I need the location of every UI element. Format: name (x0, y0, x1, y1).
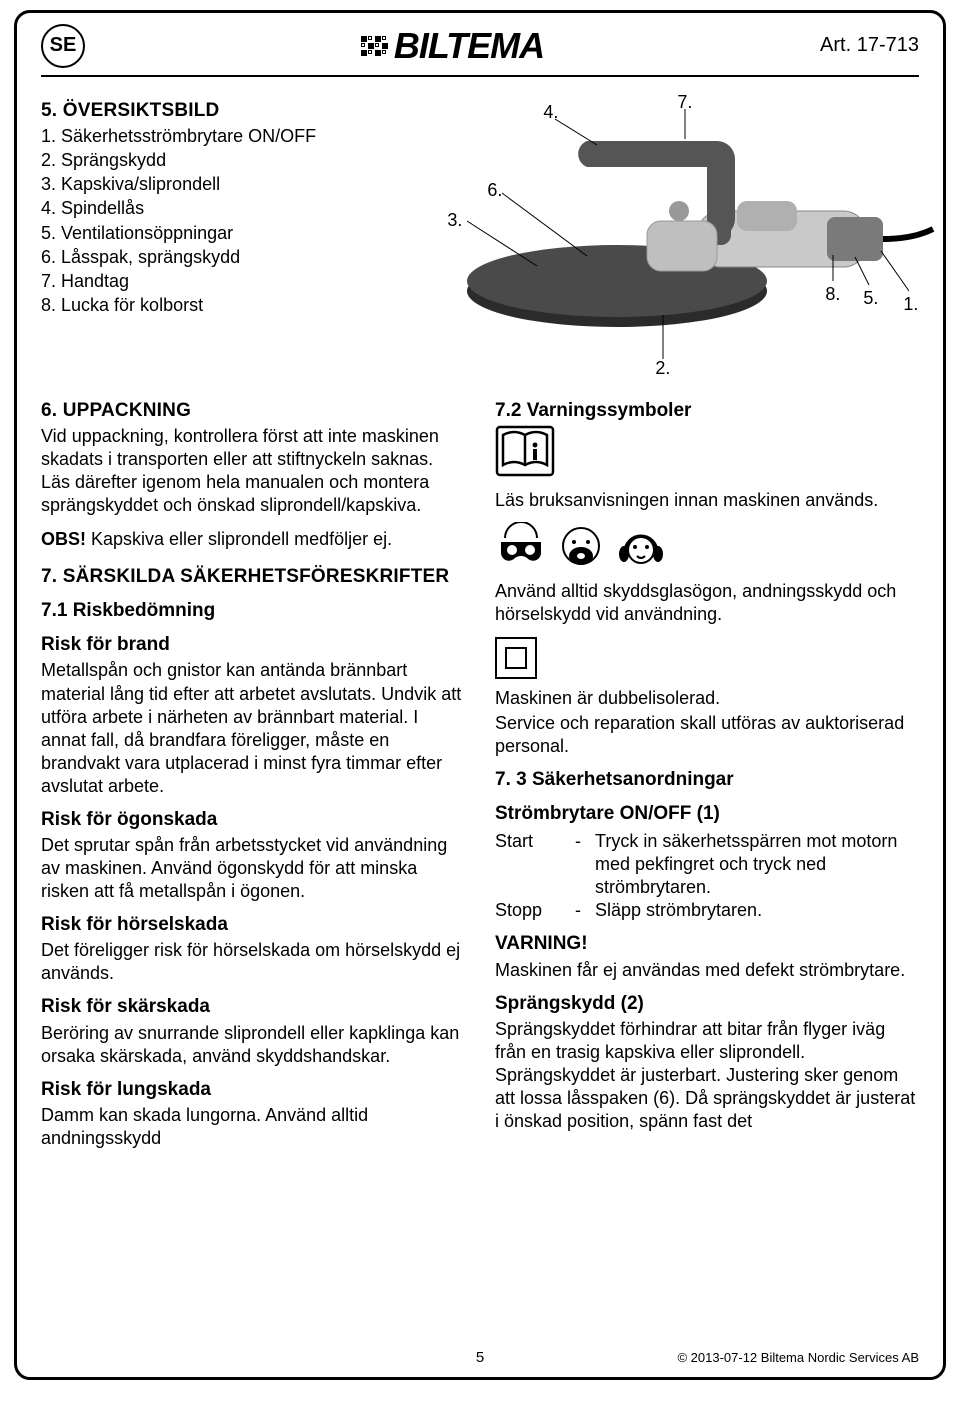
article-number: Art. 17-713 (820, 33, 919, 59)
callout-label-1: 1. (903, 293, 918, 316)
callout-label-2: 2. (655, 357, 670, 380)
switch-heading: Strömbrytare ON/OFF (1) (495, 802, 919, 826)
overview-item: 5. Ventilationsöppningar (41, 222, 419, 245)
language-badge: SE (41, 24, 85, 68)
guard-body: Sprängskyddet förhindrar att bitar från … (495, 1018, 919, 1133)
risk-ear-body: Det föreligger risk för hörselskada om h… (41, 939, 465, 985)
read-manual-icon (495, 425, 555, 477)
overview-item: 2. Sprängskydd (41, 149, 419, 172)
page-header: SE BILTEMA Art. 17-713 (41, 23, 919, 77)
goggles-icon (495, 522, 547, 574)
ppe-text: Använd alltid skyddsglasögon, andningssk… (495, 580, 919, 626)
warning-heading: VARNING! (495, 932, 919, 956)
double-insulation-inner (505, 647, 527, 669)
s73-title: 7. 3 Säkerhetsanordningar (495, 768, 919, 792)
switch-stop-row: Stopp - Släpp strömbrytaren. (495, 899, 919, 922)
double-insulation-icon (495, 637, 537, 679)
page-footer: © 2013-07-12 Biltema Nordic Services AB (17, 1350, 943, 1367)
risk-fire-body: Metallspån och gnistor kan antända bränn… (41, 659, 465, 797)
brand-checker-icon (361, 36, 388, 56)
overview-title: 5. ÖVERSIKTSBILD (41, 99, 419, 123)
s72-title: 7.2 Varningssymboler (495, 399, 919, 423)
start-key: Start (495, 830, 575, 899)
dash: - (575, 899, 595, 922)
start-value: Tryck in säkerhetsspärren mot motorn med… (595, 830, 919, 899)
obs-body: Kapskiva eller sliprondell medföljer ej. (86, 529, 392, 549)
right-column: 7.2 Varningssymboler Läs bruksanvisninge… (495, 391, 919, 1160)
callout-label-8: 8. (825, 283, 840, 306)
product-illustration (437, 91, 937, 371)
callout-label-7: 7. (677, 91, 692, 114)
stop-value: Släpp strömbrytaren. (595, 899, 762, 922)
overview-item: 7. Handtag (41, 270, 419, 293)
ear-protection-icon (615, 522, 667, 574)
s7-title: 7. SÄRSKILDA SÄKERHETSFÖRESKRIFTER (41, 565, 465, 589)
s71-title: 7.1 Riskbedömning (41, 599, 465, 623)
double-ins-text2: Service och reparation skall utföras av … (495, 712, 919, 758)
risk-lung-body: Damm kan skada lungorna. Använd alltid a… (41, 1104, 465, 1150)
risk-ear-heading: Risk för hörselskada (41, 913, 465, 937)
overview-list-block: 5. ÖVERSIKTSBILD 1. Säkerhetsströmbrytar… (41, 91, 419, 371)
page-frame: SE BILTEMA Art. 17-713 5. ÖVERSIKTSBILD … (14, 10, 946, 1380)
switch-start-row: Start - Tryck in säkerhetsspärren mot mo… (495, 830, 919, 899)
overview-item: 6. Låsspak, sprängskydd (41, 246, 419, 269)
risk-eye-heading: Risk för ögonskada (41, 808, 465, 832)
warning-body: Maskinen får ej användas med defekt strö… (495, 959, 919, 982)
risk-eye-body: Det sprutar spån från arbetsstycket vid … (41, 834, 465, 903)
callout-label-3: 3. (447, 209, 462, 232)
product-diagram: 3. 6. 4. 7. 8. 5. 1. 2. (437, 91, 919, 371)
s6-body: Vid uppackning, kontrollera först att in… (41, 425, 465, 517)
callout-label-4: 4. (543, 101, 558, 124)
double-ins-text1: Maskinen är dubbelisolerad. (495, 687, 919, 710)
guard-heading: Sprängskydd (2) (495, 992, 919, 1016)
s6-title: 6. UPPACKNING (41, 399, 465, 423)
overview-item: 4. Spindellås (41, 197, 419, 220)
overview-list: 1. Säkerhetsströmbrytare ON/OFF 2. Sprän… (41, 125, 419, 316)
overview-item: 3. Kapskiva/sliprondell (41, 173, 419, 196)
dash: - (575, 830, 595, 899)
copyright: © 2013-07-12 Biltema Nordic Services AB (677, 1350, 919, 1367)
brand-logo: BILTEMA (361, 23, 544, 69)
ppe-icon-row (495, 522, 919, 574)
brand-text: BILTEMA (394, 23, 544, 69)
callout-label-6: 6. (487, 179, 502, 202)
risk-cut-body: Beröring av snurrande sliprondell eller … (41, 1022, 465, 1068)
mask-icon (555, 522, 607, 574)
overview-item: 8. Lucka för kolborst (41, 294, 419, 317)
risk-cut-heading: Risk för skärskada (41, 995, 465, 1019)
obs-line: OBS! Kapskiva eller sliprondell medfölje… (41, 528, 465, 551)
overview-item: 1. Säkerhetsströmbrytare ON/OFF (41, 125, 419, 148)
callout-label-5: 5. (863, 287, 878, 310)
read-manual-text: Läs bruksanvisningen innan maskinen anvä… (495, 489, 919, 512)
risk-fire-heading: Risk för brand (41, 633, 465, 657)
top-area: 5. ÖVERSIKTSBILD 1. Säkerhetsströmbrytar… (41, 91, 919, 371)
body-columns: 6. UPPACKNING Vid uppackning, kontroller… (41, 391, 919, 1160)
left-column: 6. UPPACKNING Vid uppackning, kontroller… (41, 391, 465, 1160)
switch-table: Start - Tryck in säkerhetsspärren mot mo… (495, 830, 919, 922)
obs-label: OBS! (41, 529, 86, 549)
risk-lung-heading: Risk för lungskada (41, 1078, 465, 1102)
stop-key: Stopp (495, 899, 575, 922)
